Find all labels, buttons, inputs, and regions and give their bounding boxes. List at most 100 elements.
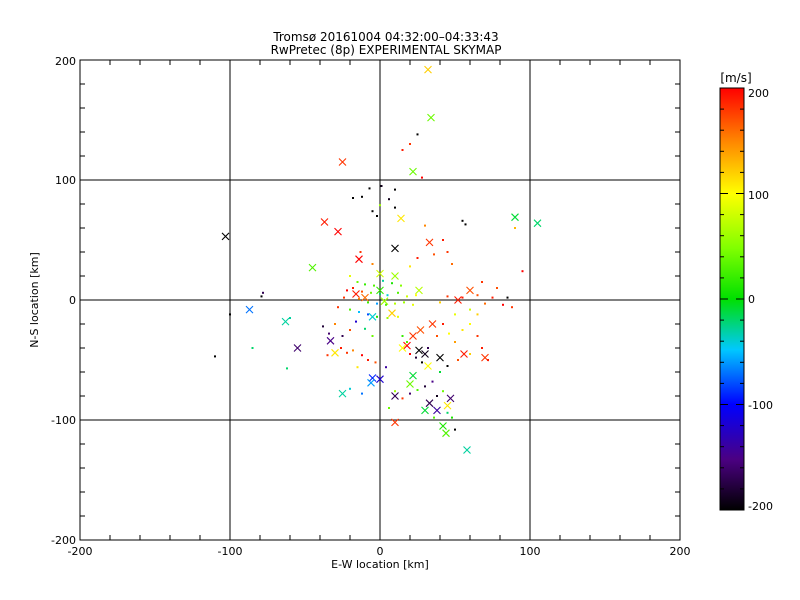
- data-point-dot: [388, 407, 390, 409]
- data-point-cross: [376, 375, 384, 384]
- data-point-dot: [409, 353, 411, 355]
- data-point-cross: [367, 378, 375, 387]
- data-point-dot: [416, 257, 419, 259]
- colorbar-tick-label: -100: [748, 399, 773, 412]
- data-point-dot: [368, 187, 371, 190]
- data-point-dot: [476, 294, 479, 297]
- data-point-cross: [460, 350, 468, 358]
- data-point-dot: [379, 204, 381, 207]
- y-tick-label: 200: [55, 55, 76, 68]
- data-point-cross: [331, 348, 339, 357]
- data-point-dot: [436, 395, 438, 397]
- data-point-dot: [388, 198, 390, 201]
- data-point-dot: [376, 302, 378, 305]
- data-point-cross: [511, 213, 519, 222]
- data-point-dot: [484, 302, 486, 305]
- data-point-dot: [446, 365, 449, 367]
- data-point-dot: [391, 282, 393, 285]
- y-tick-labels: 200 100 0 -100 -200: [51, 55, 76, 547]
- data-point-dot: [469, 323, 471, 325]
- data-point-cross: [409, 371, 417, 380]
- data-point-dot: [487, 359, 489, 361]
- data-point-cross: [421, 350, 429, 358]
- data-point-dot: [364, 327, 366, 330]
- data-point-dot: [397, 315, 399, 318]
- x-tick-label: 200: [670, 545, 691, 558]
- data-point-dot: [514, 227, 516, 229]
- data-point-dot: [355, 320, 357, 323]
- data-point-dot: [380, 185, 383, 187]
- data-point-dot: [337, 306, 339, 309]
- data-point-dot: [406, 341, 408, 343]
- data-point-dot: [374, 361, 377, 364]
- data-point-cross: [334, 227, 342, 236]
- data-point-cross: [415, 286, 423, 295]
- data-point-cross: [391, 392, 399, 400]
- data-point-dot: [401, 335, 404, 337]
- data-point-dot: [457, 359, 459, 361]
- data-point-dot: [367, 313, 369, 316]
- data-point-cross: [466, 286, 474, 295]
- colorbar-label: [m/s]: [720, 71, 751, 85]
- data-point-cross: [338, 158, 347, 166]
- data-point-cross: [293, 344, 302, 352]
- data-point-dot: [397, 291, 399, 294]
- data-point-cross: [368, 374, 377, 382]
- colorbar-tick-label: 200: [748, 87, 769, 100]
- data-point-dot: [491, 296, 494, 299]
- data-point-dot: [334, 323, 336, 325]
- data-point-cross: [391, 272, 399, 280]
- data-point-dot: [341, 335, 344, 337]
- data-point-cross: [245, 305, 254, 314]
- data-point-dot: [446, 251, 449, 253]
- data-point-dot: [454, 313, 456, 316]
- data-point-cross: [391, 244, 399, 253]
- data-point-dot: [403, 301, 405, 304]
- x-tick-labels: -200 -100 0 100 200: [68, 545, 691, 558]
- data-point-dot: [433, 416, 435, 419]
- data-point-dot: [448, 332, 450, 335]
- axis-ticks: [79, 59, 681, 541]
- data-point-cross: [320, 218, 329, 226]
- data-point-cross: [442, 429, 450, 438]
- data-point-dot: [427, 347, 429, 349]
- data-point-dot: [431, 380, 434, 383]
- data-point-dot: [361, 354, 363, 357]
- data-point-dot: [376, 315, 378, 318]
- data-point-dot: [511, 306, 513, 309]
- data-point-dot: [349, 329, 351, 331]
- data-point-dot: [439, 371, 441, 373]
- data-point-cross: [443, 401, 452, 410]
- data-point-dot: [214, 355, 216, 358]
- data-point-dot: [367, 359, 369, 361]
- data-point-dot: [370, 291, 372, 294]
- data-point-cross: [421, 406, 429, 415]
- data-point-cross: [221, 232, 230, 241]
- data-point-dot: [328, 332, 330, 335]
- data-point-dot: [481, 281, 483, 283]
- data-point-dot: [382, 279, 384, 282]
- data-point-dot: [346, 351, 348, 354]
- data-point-dot: [409, 392, 411, 395]
- data-point-dot: [409, 265, 411, 268]
- data-point-dot: [424, 385, 426, 388]
- data-point-dot: [416, 389, 419, 391]
- data-point-dot: [421, 176, 423, 179]
- data-point-dot: [451, 263, 453, 265]
- data-point-dot: [424, 224, 426, 227]
- data-point-cross: [380, 297, 389, 306]
- data-point-dot: [412, 303, 414, 306]
- data-point-dot: [346, 289, 348, 292]
- data-point-cross: [424, 362, 432, 370]
- data-point-cross: [403, 341, 411, 350]
- data-point-dot: [289, 317, 291, 319]
- data-point-cross: [427, 113, 435, 122]
- data-point-dot: [476, 313, 479, 316]
- data-point-cross: [388, 309, 396, 318]
- data-point-dot: [469, 308, 471, 311]
- data-point-dot: [481, 347, 483, 349]
- data-point-dot: [442, 239, 444, 241]
- data-point-dot: [421, 361, 423, 364]
- data-point-dot: [521, 270, 524, 273]
